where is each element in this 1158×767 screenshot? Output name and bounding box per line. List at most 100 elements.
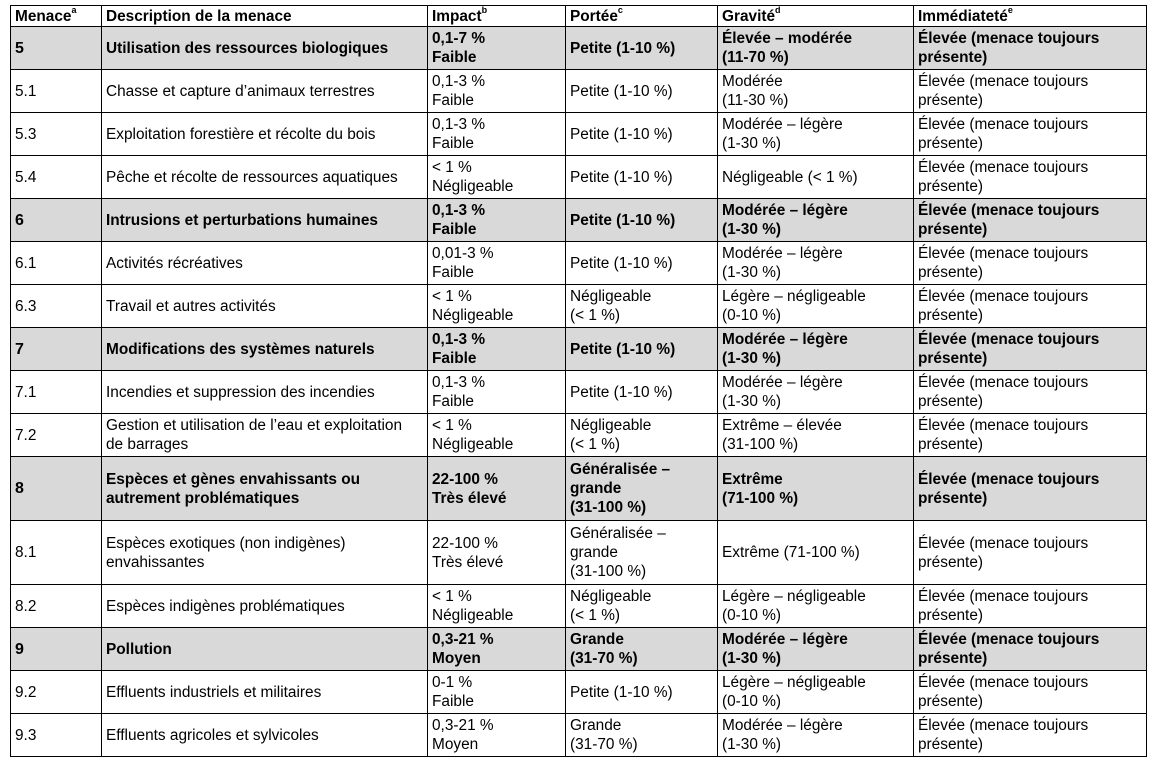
- threat-description-cell: Modifications des systèmes naturels: [101, 327, 428, 371]
- immediatete-cell: Élevée (menace toujours présente): [913, 198, 1147, 242]
- immediatete-cell: Élevée (menace toujours présente): [913, 370, 1147, 414]
- portee-value: Grande: [570, 631, 624, 648]
- portee-cell: Petite (1-10 %): [565, 26, 718, 70]
- impact-value: < 1 %: [432, 417, 472, 434]
- portee-value: Petite (1-10 %): [570, 168, 673, 186]
- impact-value: Faible: [432, 350, 477, 367]
- gravite-cell: Extrême – élevée (31-100 %): [717, 413, 914, 457]
- threat-description: Modifications des systèmes naturels: [106, 340, 375, 358]
- threat-description: Pollution: [106, 640, 172, 658]
- impact-value: 0,1-3 %: [432, 116, 486, 133]
- threat-description: Effluents agricoles et sylvicoles: [106, 726, 319, 744]
- gravite-cell: Extrême (71-100 %): [717, 520, 914, 585]
- table-row: 8.1 Espèces exotiques (non indigènes) env…: [10, 520, 1147, 585]
- impact-value: 0,1-3 %: [432, 202, 486, 219]
- portee-value: Petite (1-10 %): [570, 254, 673, 272]
- threat-description: Intrusions et perturbations humaines: [106, 211, 378, 229]
- threat-category-row: 9 Pollution 0,3-21 % Moyen Grande (31-70 %) Mo…: [10, 627, 1147, 671]
- table-row: 5.3 Exploitation forestière et récolte du…: [10, 112, 1147, 156]
- portee-value: (< 1 %): [570, 307, 621, 324]
- threat-description-cell: Utilisation des ressources biologiques: [101, 26, 428, 70]
- table-row: 9.3 Effluents agricoles et sylvicoles 0,3-…: [10, 713, 1147, 757]
- portee-cell: Petite (1-10 %): [565, 69, 718, 113]
- portee-cell: Petite (1-10 %): [565, 112, 718, 156]
- header-impact: Impactb: [427, 5, 566, 27]
- table-row: 6.3 Travail et autres activités < 1 % Négli…: [10, 284, 1147, 328]
- portee-value: Petite (1-10 %): [570, 125, 673, 143]
- gravite-cell: Modérée (11-30 %): [717, 69, 914, 113]
- portee-value: (31-70 %): [570, 650, 638, 667]
- impact-cell: 0,3-21 % Moyen: [427, 713, 566, 757]
- gravite-value: Légère – négligeable: [722, 674, 866, 691]
- immediatete-cell: Élevée (menace toujours présente): [913, 155, 1147, 199]
- portee-cell: Petite (1-10 %): [565, 198, 718, 242]
- impact-value: 0,1-7 %: [432, 30, 486, 47]
- threat-code: 5.1: [15, 82, 37, 100]
- threat-code-cell: 6.3: [10, 284, 102, 328]
- portee-value: (< 1 %): [570, 436, 621, 453]
- gravite-value: (11-70 %): [722, 49, 789, 66]
- threat-description: Gestion et utilisation de l’eau et explo…: [106, 417, 403, 453]
- immediatete-cell: Élevée (menace toujours présente): [913, 456, 1147, 521]
- threat-description-cell: Pêche et récolte de ressources aquatique…: [101, 155, 428, 199]
- threat-description-cell: Espèces et gènes envahissants ou autreme…: [101, 456, 428, 521]
- threat-code-cell: 9.3: [10, 713, 102, 757]
- header-description-label: Description de la menace: [106, 7, 292, 25]
- threat-code-cell: 9: [10, 627, 102, 671]
- impact-cell: < 1 % Négligeable: [427, 284, 566, 328]
- impact-cell: 0,3-21 % Moyen: [427, 627, 566, 671]
- threat-code: 7: [15, 340, 24, 358]
- immediatete-value: Élevée (menace toujours présente): [918, 288, 1089, 324]
- immediatete-value: Élevée (menace toujours présente): [918, 73, 1089, 109]
- table-row: 8.2 Espèces indigènes problématiques < 1 %…: [10, 584, 1147, 628]
- table-row: 9.2 Effluents industriels et militaires 0-…: [10, 670, 1147, 714]
- portee-value: Négligeable: [570, 417, 652, 434]
- footnote-marker: c: [617, 5, 623, 16]
- impact-value: Faible: [432, 135, 474, 152]
- threat-code: 7.2: [15, 426, 37, 444]
- gravite-value: Légère – négligeable: [722, 588, 866, 605]
- gravite-value: (0-10 %): [722, 607, 782, 624]
- impact-value: 0-1 %: [432, 674, 473, 691]
- threat-description-cell: Espèces indigènes problématiques: [101, 584, 428, 628]
- threat-description: Espèces indigènes problématiques: [106, 597, 345, 615]
- threat-description: Utilisation des ressources biologiques: [106, 39, 389, 57]
- impact-value: 22-100 %: [432, 470, 498, 488]
- impact-value: Très élevé: [432, 553, 504, 571]
- header-menace-label: Menace: [15, 7, 72, 25]
- portee-value: (31-70 %): [570, 736, 638, 753]
- portee-value: Petite (1-10 %): [570, 82, 673, 100]
- portee-cell: Petite (1-10 %): [565, 241, 718, 285]
- gravite-value: (31-100 %): [722, 436, 799, 453]
- portee-cell: Négligeable (< 1 %): [565, 284, 718, 328]
- table-row: 6.1 Activités récréatives 0,01-3 % Faible Pe…: [10, 241, 1147, 285]
- gravite-value: Légère – négligeable: [722, 288, 866, 305]
- portee-cell: Petite (1-10 %): [565, 155, 718, 199]
- immediatete-value: Élevée (menace toujours présente): [918, 674, 1089, 710]
- threat-code-cell: 9.2: [10, 670, 102, 714]
- threat-description-cell: Activités récréatives: [101, 241, 428, 285]
- impact-cell: 0,1-3 % Faible: [427, 112, 566, 156]
- gravite-value: Modérée – légère: [722, 245, 843, 262]
- impact-cell: < 1 % Négligeable: [427, 155, 566, 199]
- impact-value: 0,3-21 %: [432, 631, 494, 648]
- portee-value: Généralisée –: [570, 461, 671, 478]
- threat-code: 9.3: [15, 726, 37, 744]
- footnote-marker: e: [1007, 5, 1013, 16]
- impact-value: Faible: [432, 693, 474, 710]
- immediatete-cell: Élevée (menace toujours présente): [913, 284, 1147, 328]
- impact-value: < 1 %: [432, 588, 472, 605]
- gravite-value: Négligeable (< 1 %): [722, 168, 858, 186]
- impact-value: Négligeable: [432, 178, 514, 195]
- immediatete-cell: Élevée (menace toujours présente): [913, 713, 1147, 757]
- threat-code: 6.3: [15, 297, 37, 315]
- portee-value: Négligeable: [570, 288, 652, 305]
- impact-cell: 0-1 % Faible: [427, 670, 566, 714]
- impact-cell: 0,1-3 % Faible: [427, 370, 566, 414]
- table-row: 5.4 Pêche et récolte de ressources aquati…: [10, 155, 1147, 199]
- impact-value: 22-100 %: [432, 534, 498, 552]
- header-menace: Menacea: [10, 5, 102, 27]
- portee-cell: Petite (1-10 %): [565, 670, 718, 714]
- header-portee: Portéec: [565, 5, 718, 27]
- table-row: 7.1 Incendies et suppression des incendie…: [10, 370, 1147, 414]
